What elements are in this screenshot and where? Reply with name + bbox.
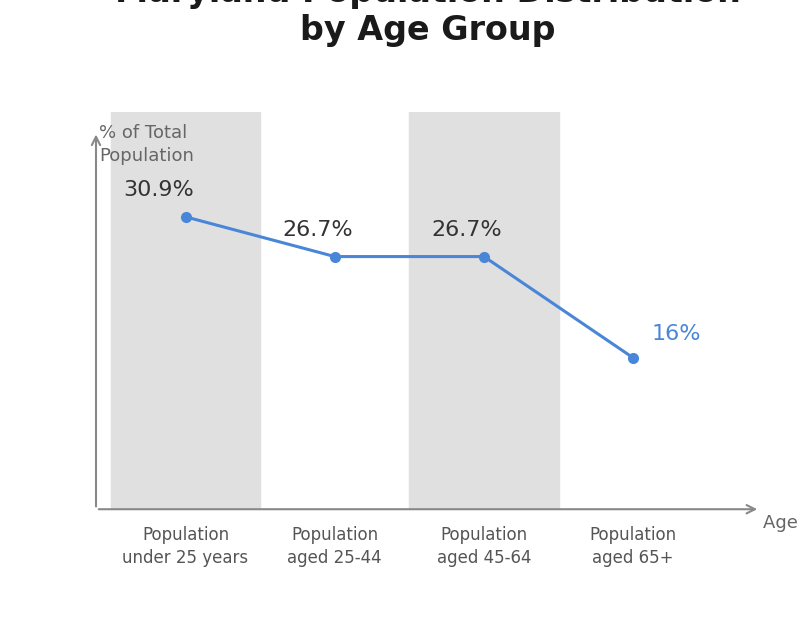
Bar	[111, 112, 260, 509]
Text: 26.7%: 26.7%	[432, 220, 502, 240]
Bar	[410, 112, 558, 509]
Title: Maryland Population Distribution
by Age Group: Maryland Population Distribution by Age …	[115, 0, 741, 47]
Text: 16%: 16%	[651, 324, 701, 343]
Text: % of Total
Population: % of Total Population	[99, 124, 194, 165]
Text: 30.9%: 30.9%	[123, 180, 194, 200]
Text: 26.7%: 26.7%	[282, 220, 353, 240]
Text: Age Group: Age Group	[763, 514, 800, 532]
